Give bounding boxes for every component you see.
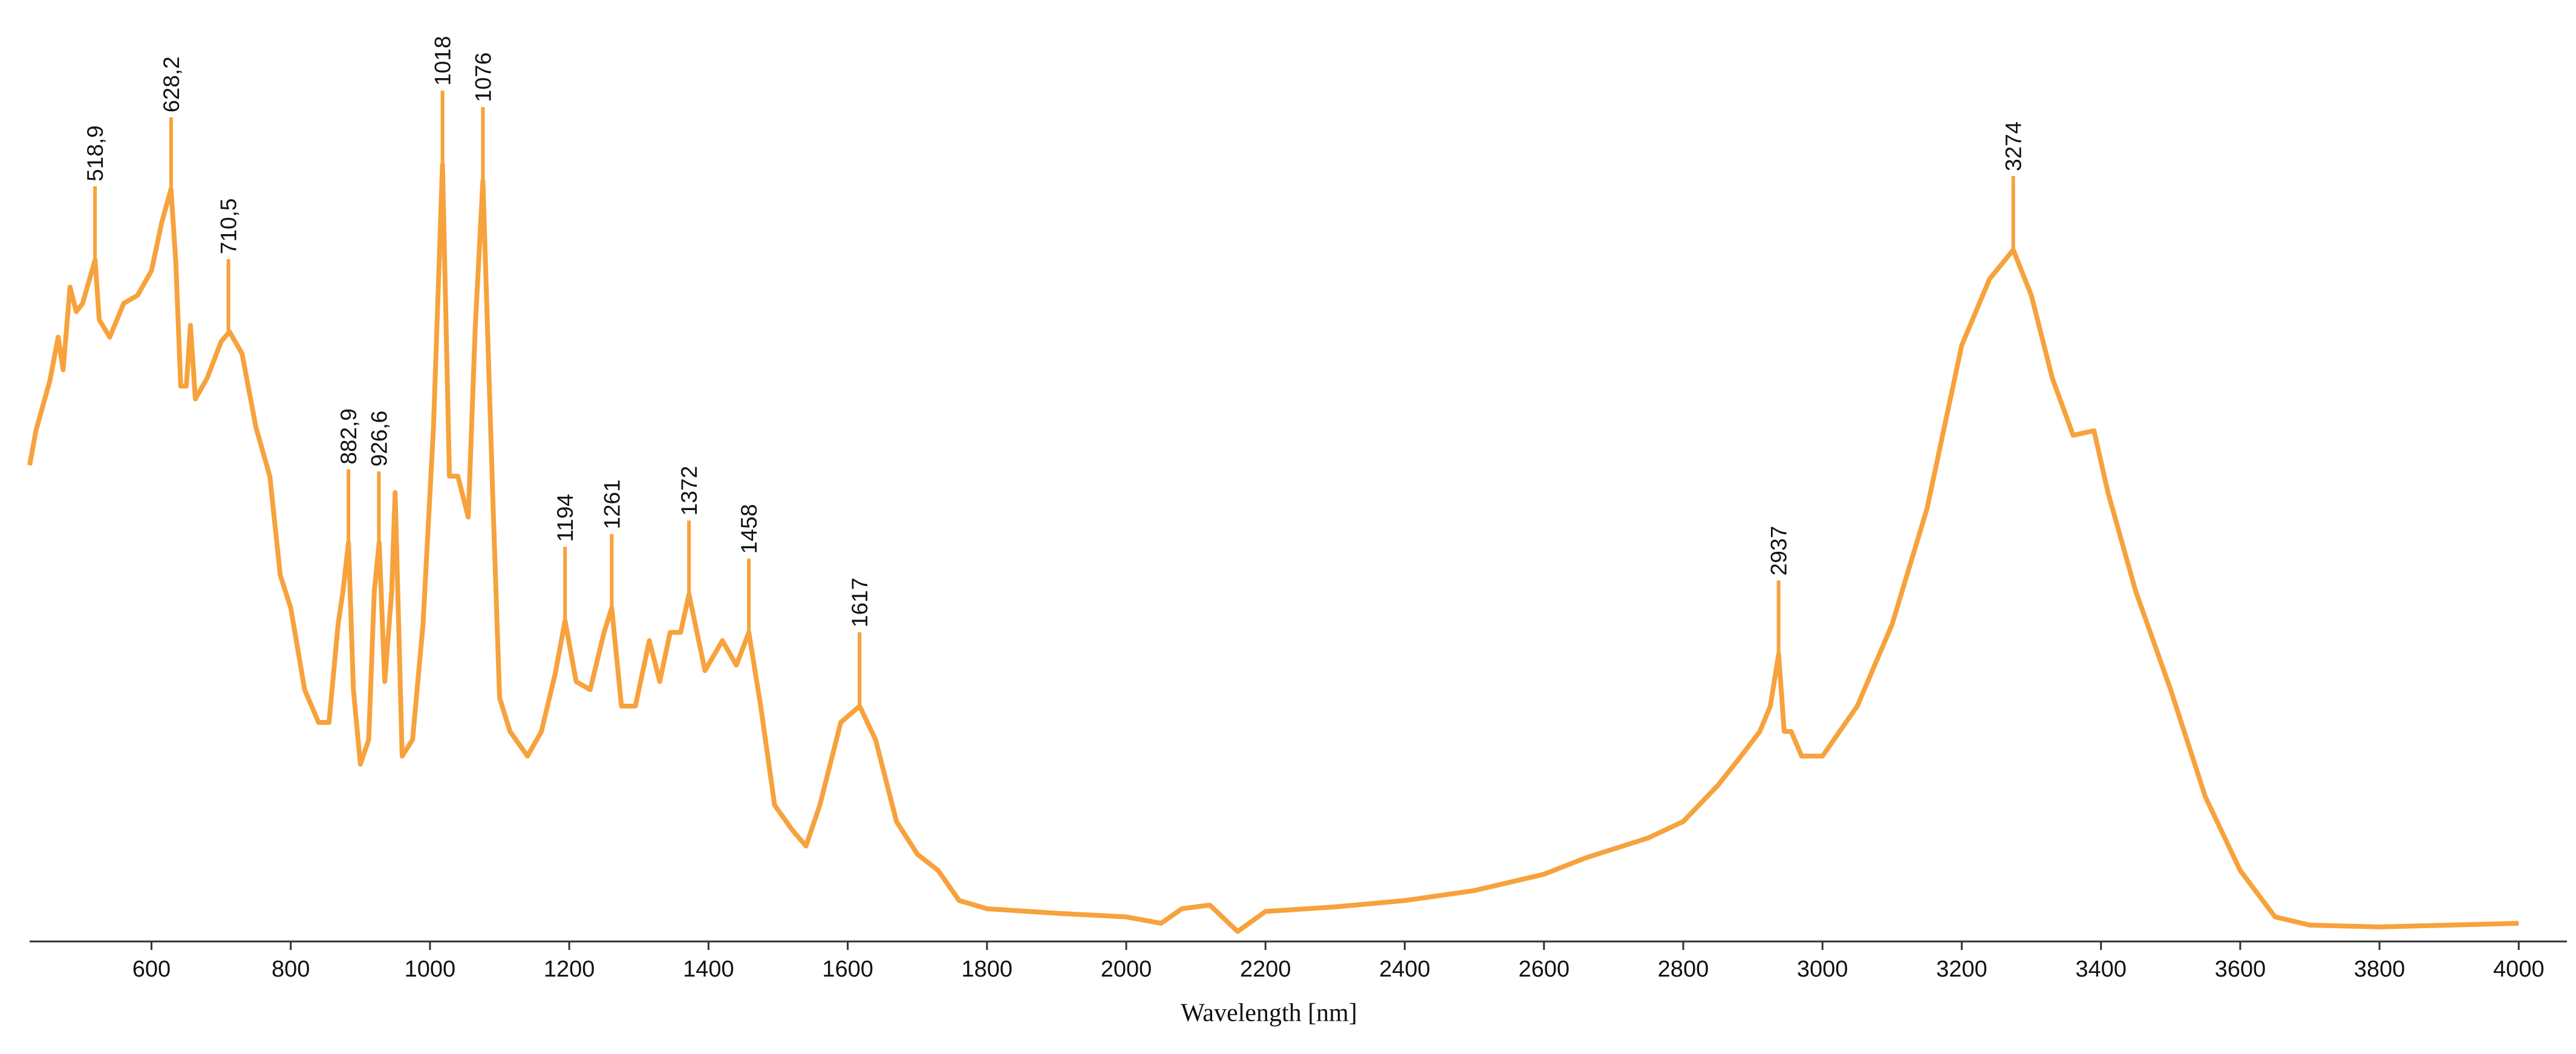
x-tick-label: 2600	[1518, 957, 1570, 982]
x-tick-label: 1200	[544, 957, 595, 982]
peak-label: 1018	[431, 36, 455, 85]
peak-label: 926,6	[367, 411, 391, 467]
x-tick-label: 3600	[2215, 957, 2266, 982]
x-tick-label: 1400	[683, 957, 734, 982]
peak-label: 1076	[471, 53, 495, 102]
peak-label: 3274	[2001, 122, 2026, 171]
x-tick-label: 3400	[2075, 957, 2127, 982]
x-tick-label: 2800	[1658, 957, 1709, 982]
x-tick-label: 1800	[962, 957, 1013, 982]
x-tick-label: 2200	[1240, 957, 1291, 982]
x-tick-label: 3200	[1936, 957, 1987, 982]
peak-label: 1261	[599, 479, 624, 529]
peak-label: 710,5	[217, 198, 241, 255]
x-tick-label: 1000	[405, 957, 456, 982]
spectrum-line	[27, 162, 2519, 934]
x-axis-title: Wavelength [nm]	[1181, 1000, 1357, 1027]
peak-label: 1617	[847, 578, 872, 627]
peak-label: 1372	[677, 466, 702, 516]
x-tick-label: 4000	[2493, 957, 2545, 982]
peak-label: 1194	[553, 494, 578, 542]
x-tick-label: 3000	[1797, 957, 1848, 982]
x-tick-label: 2000	[1101, 957, 1152, 982]
x-tick-label: 600	[132, 957, 171, 982]
peak-label: 2937	[1767, 526, 1792, 575]
x-tick-label: 1600	[822, 957, 873, 982]
peak-label: 1458	[737, 504, 761, 554]
peak-label: 882,9	[336, 408, 361, 465]
peak-label: 628,2	[159, 56, 184, 113]
peak-label: 518,9	[83, 125, 108, 182]
x-tick-label: 3800	[2354, 957, 2405, 982]
x-tick-label: 2400	[1379, 957, 1430, 982]
x-tick-label: 800	[272, 957, 310, 982]
